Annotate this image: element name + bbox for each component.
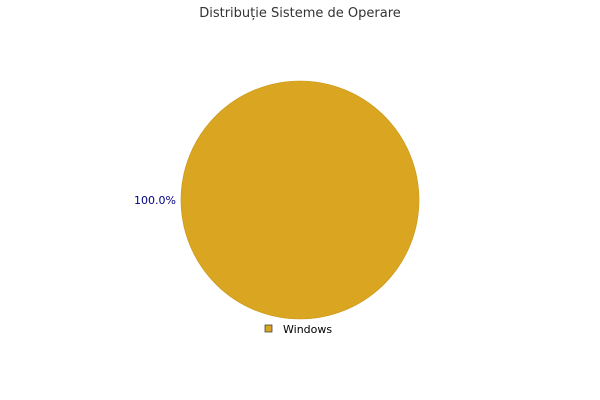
pie-slice-windows: [180, 80, 420, 320]
chart-title: Distribuție Sisteme de Operare: [199, 6, 401, 21]
pie-group: [180, 80, 420, 320]
legend-item-windows: Windows: [264, 323, 332, 336]
legend: Windows: [264, 323, 332, 336]
legend-swatch: [264, 324, 273, 333]
legend-label: Windows: [283, 323, 332, 336]
slice-percent-label: 100.0%: [134, 194, 176, 207]
slice-label-group: 100.0%: [134, 194, 176, 207]
